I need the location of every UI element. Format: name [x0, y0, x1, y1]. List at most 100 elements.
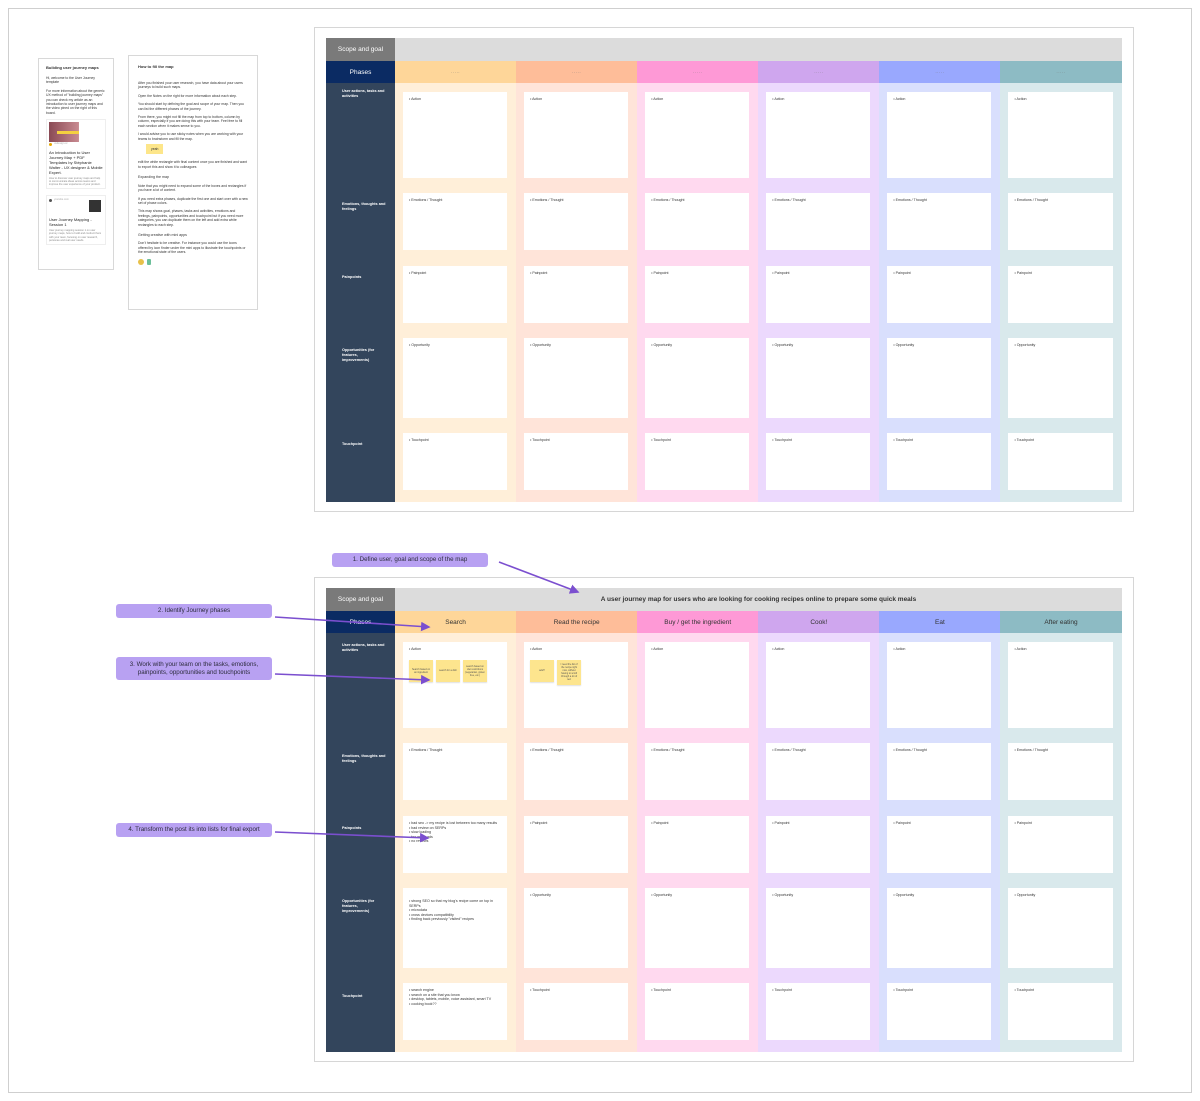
callout-step-2[interactable]: 2. Identify Journey phases: [116, 604, 272, 618]
touchpoint-cell[interactable]: Touchpoint: [403, 433, 508, 490]
phase-column-read-recipe: Action ads!!! I need the list of the rec…: [516, 633, 638, 1052]
callout-step-4[interactable]: 4. Transform the post its into lists for…: [116, 823, 272, 837]
emotion-cell[interactable]: Emotions / Thought: [887, 743, 992, 800]
painpoint-cell[interactable]: Painpoint: [645, 266, 750, 323]
action-cell[interactable]: Action: [645, 642, 750, 728]
sticky-note[interactable]: search for a dish: [436, 659, 460, 682]
sticky-note[interactable]: Search based on an ingredient: [409, 659, 433, 682]
emotion-cell[interactable]: Emotions / Thought: [524, 743, 629, 800]
howto-note[interactable]: How to fill the map After you finished y…: [128, 55, 258, 310]
action-cell[interactable]: Action: [403, 92, 508, 178]
phase-header-3[interactable]: ·····: [637, 61, 759, 83]
opportunity-cell[interactable]: Opportunity: [524, 888, 629, 968]
phone-icon[interactable]: [147, 258, 151, 265]
action-cell[interactable]: Action Search based on an ingredient sea…: [403, 642, 508, 728]
painpoint-cell[interactable]: Painpoint: [524, 816, 629, 873]
opportunity-cell[interactable]: Opportunity: [766, 338, 871, 418]
touchpoint-cell[interactable]: Touchpoint: [766, 433, 871, 490]
phase-column-1: Action Emotions / Thought Painpoint Oppo…: [395, 83, 517, 502]
touchpoint-cell[interactable]: Touchpoint: [645, 983, 750, 1040]
smiley-emoji-icon[interactable]: [138, 258, 144, 265]
touchpoint-cell[interactable]: search engine search on a site that you …: [403, 983, 508, 1040]
article-source: uxdesign.cc: [49, 142, 103, 146]
video-source: youtube.com: [49, 198, 87, 202]
emotion-cell[interactable]: Emotions / Thought: [524, 193, 629, 250]
touchpoint-cell[interactable]: Touchpoint: [1008, 433, 1113, 490]
phase-header-5[interactable]: ·····: [879, 61, 1001, 83]
opportunity-cell[interactable]: Opportunity: [1008, 888, 1113, 968]
phase-column-eat: Action Emotions / Thought Painpoint Oppo…: [879, 633, 1001, 1052]
opportunity-cell[interactable]: Opportunity: [1008, 338, 1113, 418]
emotion-cell[interactable]: Emotions / Thought: [403, 193, 508, 250]
phase-header-1[interactable]: ·····: [395, 61, 517, 83]
touchpoint-cell[interactable]: Touchpoint: [524, 433, 629, 490]
opportunity-cell[interactable]: Opportunity: [403, 338, 508, 418]
callout-step-1[interactable]: 1. Define user, goal and scope of the ma…: [332, 553, 488, 567]
action-cell[interactable]: Action: [766, 92, 871, 178]
painpoint-cell[interactable]: Painpoint: [403, 266, 508, 323]
touchpoint-cell[interactable]: Touchpoint: [766, 983, 871, 1040]
opportunity-cell[interactable]: Opportunity: [766, 888, 871, 968]
emotion-cell[interactable]: Emotions / Thought: [645, 193, 750, 250]
painpoint-cell[interactable]: Painpoint: [887, 266, 992, 323]
emotion-cell[interactable]: Emotions / Thought: [1008, 743, 1113, 800]
painpoint-cell[interactable]: Painpoint: [645, 816, 750, 873]
journey-map-example[interactable]: Scope and goal A user journey map for us…: [314, 577, 1134, 1062]
journey-map-template[interactable]: Scope and goal Phases ····· ····· ····· …: [314, 27, 1134, 512]
touchpoint-cell[interactable]: Touchpoint: [887, 983, 992, 1040]
example-sticky-note[interactable]: yeah: [146, 144, 164, 155]
touchpoint-cell[interactable]: Touchpoint: [645, 433, 750, 490]
phase-column-after-eating: Action Emotions / Thought Painpoint Oppo…: [1000, 633, 1122, 1052]
phase-header-eat[interactable]: Eat: [879, 611, 1001, 633]
painpoint-cell[interactable]: bad seo -> my recipe is lost between too…: [403, 816, 508, 873]
touchpoint-cell[interactable]: Touchpoint: [524, 983, 629, 1040]
phase-header-search[interactable]: Search: [395, 611, 517, 633]
emotion-cell[interactable]: Emotions / Thought: [766, 743, 871, 800]
video-description: User journey mapping session 1 on user j…: [49, 229, 102, 242]
phase-header-4[interactable]: ·····: [758, 61, 880, 83]
callout-step-3[interactable]: 3. Work with your team on the tasks, emo…: [116, 657, 272, 680]
opportunity-cell[interactable]: Opportunity: [887, 888, 992, 968]
opportunity-cell[interactable]: Opportunity: [645, 888, 750, 968]
emotion-cell[interactable]: Emotions / Thought: [645, 743, 750, 800]
opportunity-cell[interactable]: strong SEO so that my blog's recipe come…: [403, 888, 508, 968]
phase-header-buy-ingredient[interactable]: Buy / get the ingredient: [637, 611, 759, 633]
action-cell[interactable]: Action: [887, 92, 992, 178]
video-link-card[interactable]: youtube.com User Journey Mapping - Sessi…: [46, 195, 106, 246]
sticky-note[interactable]: ads!!!: [530, 659, 555, 682]
action-cell[interactable]: Action: [1008, 642, 1113, 728]
action-cell[interactable]: Action: [887, 642, 992, 728]
scope-value[interactable]: A user journey map for users who are loo…: [395, 588, 1122, 611]
action-cell[interactable]: Action: [645, 92, 750, 178]
phase-header-6[interactable]: ·····: [1000, 61, 1122, 83]
emotion-cell[interactable]: Emotions / Thought: [1008, 193, 1113, 250]
phase-header-read-recipe[interactable]: Read the recipe: [516, 611, 638, 633]
painpoint-cell[interactable]: Painpoint: [1008, 266, 1113, 323]
painpoint-cell[interactable]: Painpoint: [524, 266, 629, 323]
action-cell[interactable]: Action: [766, 642, 871, 728]
phase-header-cook[interactable]: Cook!: [758, 611, 880, 633]
action-cell[interactable]: Action ads!!! I need the list of the rec…: [524, 642, 629, 728]
action-cell[interactable]: Action: [524, 92, 629, 178]
painpoint-cell[interactable]: Painpoint: [1008, 816, 1113, 873]
row-label-emotions: Emotions, thoughts and feelings: [342, 754, 386, 763]
emotion-cell[interactable]: Emotions / Thought: [887, 193, 992, 250]
phase-header-after-eating[interactable]: After eating: [1000, 611, 1122, 633]
opportunity-cell[interactable]: Opportunity: [645, 338, 750, 418]
emotion-cell[interactable]: Emotions / Thought: [766, 193, 871, 250]
sticky-note[interactable]: I need the list of the recipe right now,…: [557, 659, 582, 685]
phase-header-2[interactable]: ·····: [516, 61, 638, 83]
painpoint-cell[interactable]: Painpoint: [766, 816, 871, 873]
painpoint-cell[interactable]: Painpoint: [766, 266, 871, 323]
sticky-note[interactable]: search based on diet restrictions (veget…: [463, 659, 487, 682]
scope-value[interactable]: [395, 38, 1122, 61]
opportunity-cell[interactable]: Opportunity: [887, 338, 992, 418]
opportunity-cell[interactable]: Opportunity: [524, 338, 629, 418]
intro-note[interactable]: Building user journey maps Hi, welcome t…: [38, 58, 114, 270]
painpoint-cell[interactable]: Painpoint: [887, 816, 992, 873]
article-link-card[interactable]: uxdesign.cc An Introduction to User Jour…: [46, 119, 106, 190]
emotion-cell[interactable]: Emotions / Thought: [403, 743, 508, 800]
action-cell[interactable]: Action: [1008, 92, 1113, 178]
touchpoint-cell[interactable]: Touchpoint: [1008, 983, 1113, 1040]
touchpoint-cell[interactable]: Touchpoint: [887, 433, 992, 490]
